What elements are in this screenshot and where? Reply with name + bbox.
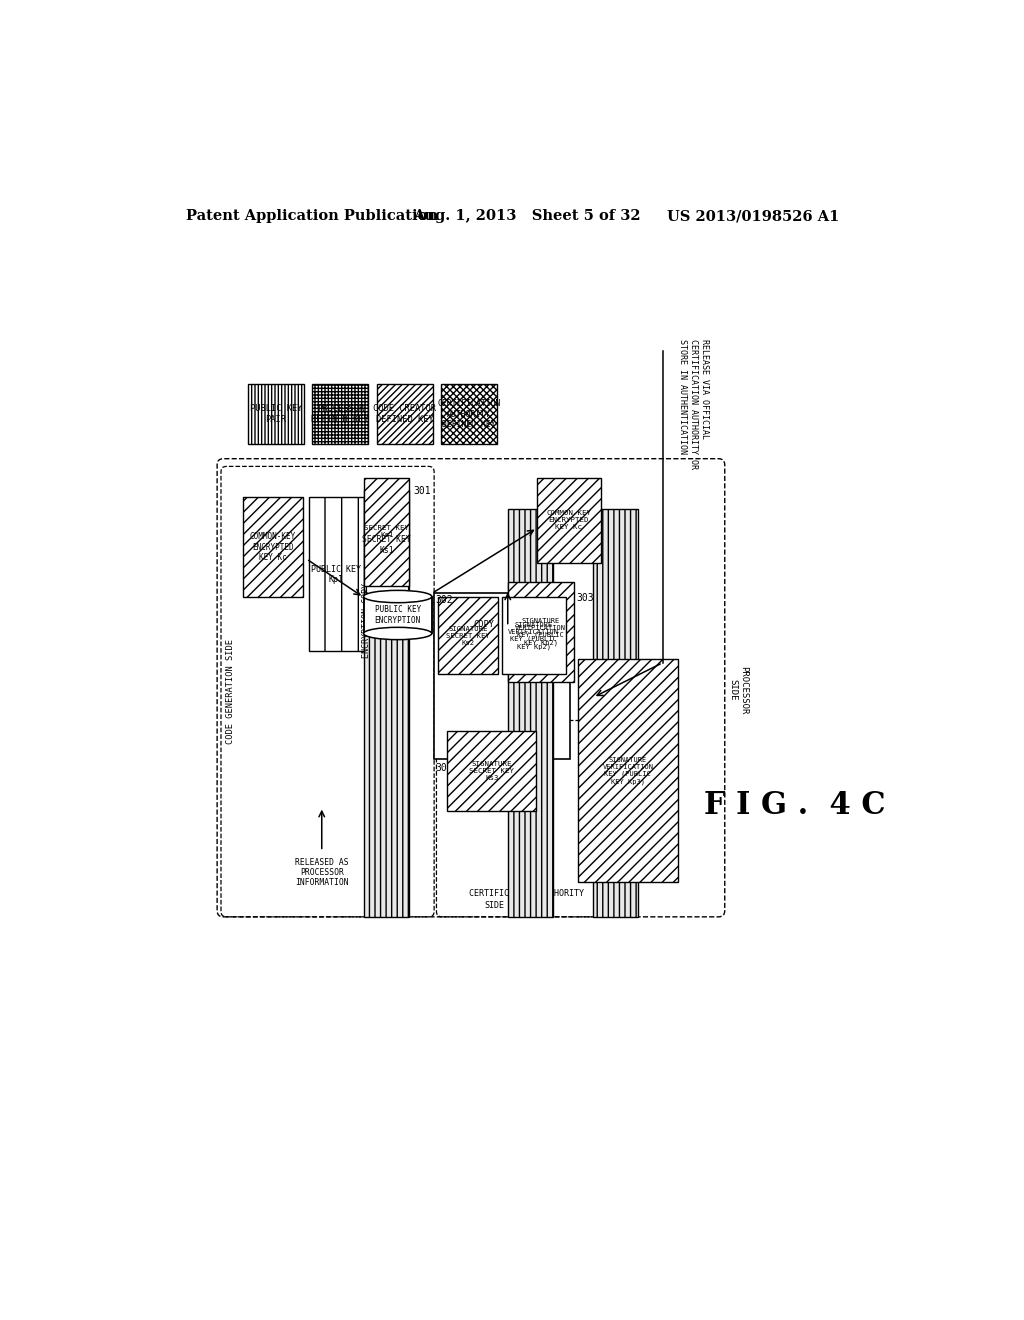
Text: 301: 301 — [414, 486, 431, 495]
Text: CODE CREATOR
DEFINED KEY: CODE CREATOR DEFINED KEY — [373, 404, 436, 424]
Text: SECRET KEY
Ks1: SECRET KEY Ks1 — [362, 535, 412, 554]
Text: PUBLIC KEY
Kp1: PUBLIC KEY Kp1 — [311, 565, 361, 583]
Text: 303: 303 — [528, 667, 546, 677]
Text: PUBLIC KEY
PAIR: PUBLIC KEY PAIR — [250, 404, 302, 424]
Text: SECRET KEY
Ks1: SECRET KEY Ks1 — [365, 525, 410, 539]
FancyBboxPatch shape — [365, 478, 410, 586]
Text: 301: 301 — [438, 612, 456, 623]
Text: CERTIFICATION
AUTHORITY
DEFINED KEY: CERTIFICATION AUTHORITY DEFINED KEY — [437, 399, 501, 429]
FancyBboxPatch shape — [377, 384, 432, 444]
FancyBboxPatch shape — [366, 491, 408, 599]
Ellipse shape — [364, 590, 432, 603]
FancyBboxPatch shape — [508, 582, 573, 682]
FancyBboxPatch shape — [502, 598, 566, 675]
FancyBboxPatch shape — [508, 508, 553, 917]
Text: COPY: COPY — [473, 620, 494, 628]
Text: SIDE: SIDE — [484, 900, 505, 909]
FancyBboxPatch shape — [243, 498, 303, 598]
Text: 302: 302 — [435, 595, 454, 605]
Text: RELEASE VIA OFFICIAL
CERTIFICATION AUTHORITY OR
STORE IN AUTHENTICATION: RELEASE VIA OFFICIAL CERTIFICATION AUTHO… — [678, 339, 710, 470]
Text: Patent Application Publication: Patent Application Publication — [186, 209, 438, 223]
Text: Aug. 1, 2013   Sheet 5 of 32: Aug. 1, 2013 Sheet 5 of 32 — [414, 209, 641, 223]
FancyBboxPatch shape — [593, 508, 638, 917]
Text: SIGNATURE
VERIFICATION
KEY (PUBLIC
KEY Kp3): SIGNATURE VERIFICATION KEY (PUBLIC KEY K… — [602, 756, 653, 784]
Text: US 2013/0198526 A1: US 2013/0198526 A1 — [667, 209, 839, 223]
Ellipse shape — [364, 627, 432, 640]
Text: SIGNATURE
VERIFICATION
KEY (PUBLIC
KEY Kp2): SIGNATURE VERIFICATION KEY (PUBLIC KEY K… — [515, 618, 566, 645]
FancyBboxPatch shape — [538, 478, 601, 562]
Text: F I G .  4 C: F I G . 4 C — [703, 789, 886, 821]
Text: SIGNATURE
SECRET KEY
Ks3: SIGNATURE SECRET KEY Ks3 — [469, 760, 514, 781]
Text: SIGNATURE
SECRET KEY
Ks2: SIGNATURE SECRET KEY Ks2 — [446, 626, 490, 645]
FancyBboxPatch shape — [578, 659, 678, 882]
Text: 302: 302 — [435, 763, 454, 772]
Text: COMMON-KEY
ENCRYPTED
KEY Kc: COMMON-KEY ENCRYPTED KEY Kc — [250, 532, 296, 562]
FancyBboxPatch shape — [248, 384, 304, 444]
FancyBboxPatch shape — [447, 730, 537, 812]
FancyBboxPatch shape — [309, 498, 364, 651]
FancyBboxPatch shape — [438, 598, 499, 675]
FancyBboxPatch shape — [312, 384, 369, 444]
Text: PROCESSOR
DEFINED KEY: PROCESSOR DEFINED KEY — [311, 404, 370, 424]
Text: RELEASED AS
PROCESSOR
INFORMATION: RELEASED AS PROCESSOR INFORMATION — [295, 858, 348, 887]
Text: CERTIFICATION AUTHORITY: CERTIFICATION AUTHORITY — [469, 890, 584, 898]
Text: ENCRYPTION COPY: ENCRYPTION COPY — [362, 583, 372, 657]
Text: 303: 303 — [575, 594, 594, 603]
FancyBboxPatch shape — [365, 490, 410, 917]
Text: CODE GENERATION SIDE: CODE GENERATION SIDE — [226, 639, 236, 743]
Text: PUBLIC KEY
ENCRYPTION: PUBLIC KEY ENCRYPTION — [375, 606, 421, 624]
FancyBboxPatch shape — [441, 384, 497, 444]
FancyBboxPatch shape — [434, 594, 569, 759]
Text: COMMON-KEY
ENCRYPTED
KEY Kc: COMMON-KEY ENCRYPTED KEY Kc — [547, 511, 592, 531]
Text: PROCESSOR
SIDE: PROCESSOR SIDE — [729, 665, 748, 714]
Bar — [364, 597, 432, 634]
Text: SIGNATURE
VERIFICATION
KEY (PUBLIC
KEY Kp2): SIGNATURE VERIFICATION KEY (PUBLIC KEY K… — [508, 622, 559, 649]
